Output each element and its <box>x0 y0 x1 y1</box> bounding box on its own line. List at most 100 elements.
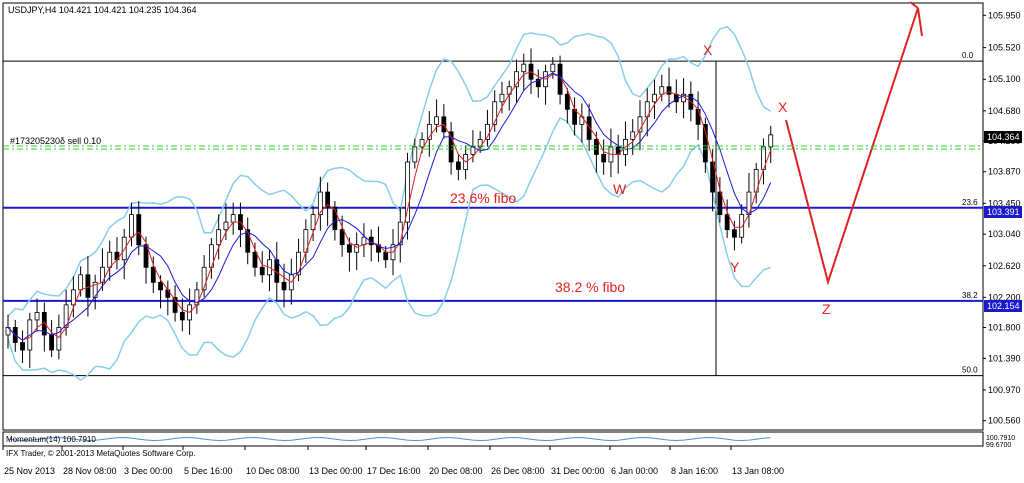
wave-label-z: Z <box>822 301 831 317</box>
candle-body <box>259 266 265 276</box>
candle-body <box>695 108 701 125</box>
price-tick-label: 102.200 <box>988 292 1021 302</box>
momentum-frame <box>2 431 984 447</box>
candle-body <box>5 327 11 336</box>
time-tick-label: 10 Dec 08:00 <box>246 466 300 476</box>
candle-body <box>20 342 25 351</box>
price-tick-label: 101.800 <box>988 322 1021 332</box>
price-tick-label: 105.520 <box>988 43 1021 53</box>
candle-body <box>659 86 665 95</box>
candle-body <box>455 161 461 170</box>
candle-body <box>702 123 708 163</box>
copyright-line: IFX Trader, © 2001-2013 MetaQuotes Softw… <box>6 449 196 458</box>
wave-label-x1: X <box>703 42 713 58</box>
candle-body <box>405 161 410 223</box>
candle-body <box>332 206 338 231</box>
candle-body <box>717 191 723 216</box>
candle-body <box>426 123 432 140</box>
candle-body <box>637 116 643 133</box>
plot-frame <box>2 2 984 431</box>
price-axis: 105.950105.520105.100104.680104.280103.8… <box>983 10 1021 426</box>
price-tick-label: 100.560 <box>988 416 1021 426</box>
time-tick-label: 26 Dec 08:00 <box>491 466 545 476</box>
wave-projection <box>785 1 923 286</box>
time-tick-label: 6 Jan 00:00 <box>611 466 658 476</box>
candle-body <box>34 312 40 321</box>
momentum-readout-a: 100.7910 <box>986 435 1015 442</box>
fibo-level-label: 50.0 <box>962 366 978 375</box>
time-tick-label: 13 Dec 00:00 <box>309 466 363 476</box>
candle-body <box>564 93 570 110</box>
candle-body <box>412 146 418 163</box>
candle-body <box>201 266 207 291</box>
ma-slow-line <box>7 72 772 341</box>
chart-title: USDJPY,H4 104.421 104.421 104.235 104.36… <box>8 5 197 15</box>
candle-body <box>216 229 222 246</box>
candle-body <box>325 191 331 208</box>
order-label: #173205230δ sell 0.10 <box>10 136 101 146</box>
price-tick-label: 103.870 <box>988 167 1021 177</box>
time-tick-label: 25 Nov 2013 <box>4 466 55 476</box>
time-tick-label: 5 Dec 16:00 <box>184 466 233 476</box>
fibo-level-label: 38.2 <box>962 291 978 300</box>
candle-body <box>70 289 76 306</box>
current-price-value: 104.364 <box>987 132 1020 142</box>
candle-body <box>150 266 156 283</box>
candle-body <box>136 214 142 246</box>
candle-body <box>492 101 498 125</box>
candle-body <box>143 244 149 268</box>
candle-body <box>172 296 178 313</box>
momentum-readout-b: 99.6700 <box>986 442 1011 449</box>
candle-body <box>586 116 592 140</box>
candle-body <box>78 274 84 291</box>
candle-body <box>514 71 519 88</box>
candle-body <box>361 236 367 246</box>
time-tick-label: 3 Dec 00:00 <box>124 466 173 476</box>
fibo-levels: 0.0 23.6 38.2 50.0 <box>3 51 983 377</box>
wave-label-w: W <box>613 181 627 197</box>
annotation-fibo-236: 23.6% fibo <box>450 190 516 206</box>
candle-body <box>107 251 113 268</box>
fibo-236-price-tag: 103.391 <box>984 206 1022 218</box>
price-tick-label: 101.390 <box>988 353 1021 363</box>
candle-body <box>252 251 258 268</box>
candle-body <box>310 214 316 231</box>
candle-body <box>317 191 323 216</box>
candle-body <box>601 154 607 163</box>
candle-body <box>354 244 360 253</box>
time-axis: 25 Nov 2013 28 Nov 08:00 3 Dec 00:00 5 Dec … <box>2 446 784 476</box>
candle-body <box>339 229 345 246</box>
candle-body <box>347 244 352 253</box>
annotation-fibo-382: 38.2 % fibo <box>555 279 625 295</box>
candle-body <box>535 78 541 88</box>
momentum-label: Momentum(14) 100.7910 <box>6 435 96 444</box>
candle-body <box>56 327 62 351</box>
price-tick-label: 102.620 <box>988 261 1021 271</box>
time-tick-label: 13 Jan 08:00 <box>732 466 784 476</box>
fibo-level-label: 0.0 <box>962 51 974 60</box>
wave-arrow-head-2 <box>917 7 923 37</box>
candle-body <box>710 161 716 193</box>
candle-body <box>245 229 251 253</box>
price-tick-label: 104.680 <box>988 106 1021 116</box>
time-tick-label: 8 Jan 16:00 <box>671 466 718 476</box>
candle-body <box>521 63 527 73</box>
candle-body <box>448 131 454 163</box>
candle-body <box>652 93 657 103</box>
momentum-series <box>7 436 771 442</box>
ma-fast-line <box>7 71 772 341</box>
wave-label-y: Y <box>730 259 740 275</box>
candle-body <box>92 281 98 298</box>
candle-body <box>666 86 672 95</box>
fibo-382-price-tag: 102.154 <box>984 300 1022 312</box>
current-price-tag: 104.364 <box>984 131 1022 143</box>
candle-body <box>768 134 774 148</box>
candle-body <box>121 236 127 261</box>
candle-body <box>499 93 505 103</box>
candle-body <box>296 251 301 276</box>
bollinger-bands <box>7 25 772 382</box>
time-tick-label: 31 Dec 00:00 <box>551 466 605 476</box>
bollinger-lower <box>7 117 771 382</box>
